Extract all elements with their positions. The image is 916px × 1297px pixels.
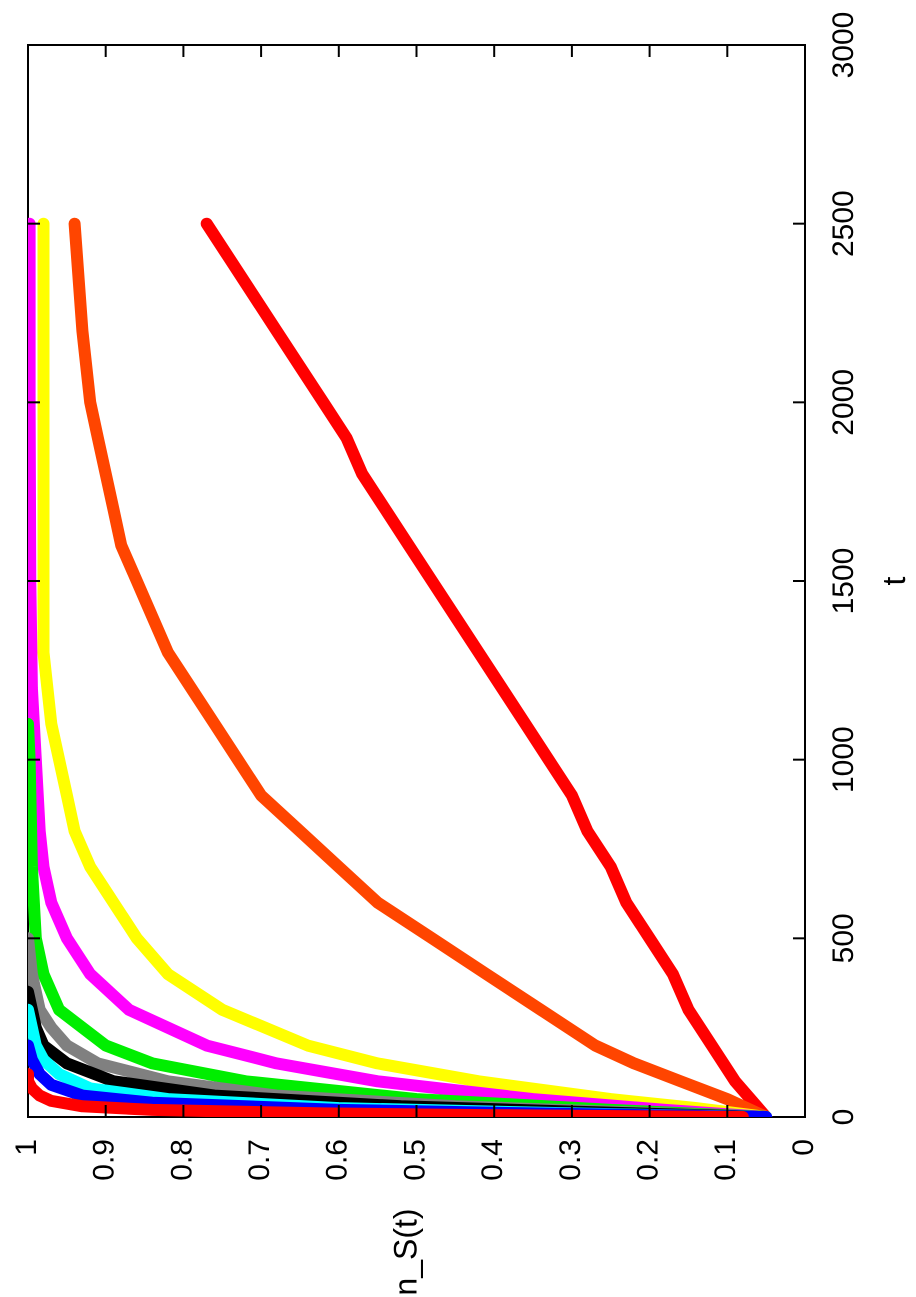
y-tick-label: 0.7 bbox=[243, 1139, 276, 1181]
x-axis-label: t bbox=[876, 576, 912, 585]
y-tick-label: 0.9 bbox=[88, 1139, 121, 1181]
x-axis: 0 500 1000 1500 2000 2500 3000 bbox=[28, 12, 860, 1126]
x-tick-label: 1000 bbox=[827, 726, 860, 793]
y-tick-label: 0.4 bbox=[476, 1139, 509, 1181]
x-tick-label: 0 bbox=[827, 1109, 860, 1126]
y-tick-label: 0.5 bbox=[398, 1139, 431, 1181]
y-axis-label: n_S(t) bbox=[388, 1208, 424, 1295]
series-layer bbox=[28, 217, 773, 1117]
series-line-4 bbox=[28, 217, 773, 1117]
series-line-1 bbox=[200, 217, 773, 1117]
series-line-2 bbox=[68, 217, 773, 1117]
y-tick-label: 0.2 bbox=[632, 1139, 665, 1181]
series-line-10 bbox=[28, 1068, 749, 1117]
x-tick-label: 2000 bbox=[827, 369, 860, 436]
x-tick-label: 1500 bbox=[827, 548, 860, 615]
y-axis: 0 0.1 0.2 0.3 0.4 0.5 0.6 0.7 0.8 0.9 1 bbox=[10, 45, 820, 1181]
y-tick-label: 0.3 bbox=[554, 1139, 587, 1181]
series-line-3 bbox=[37, 217, 773, 1117]
y-tick-label: 0.1 bbox=[709, 1139, 742, 1181]
x-tick-label: 3000 bbox=[827, 12, 860, 79]
x-tick-label: 500 bbox=[827, 913, 860, 963]
y-tick-label: 0.6 bbox=[321, 1139, 354, 1181]
y-tick-label: 0.8 bbox=[165, 1139, 198, 1181]
y-tick-label: 1 bbox=[10, 1139, 43, 1156]
plot-area bbox=[27, 44, 806, 1118]
y-tick-label: 0 bbox=[787, 1139, 820, 1156]
x-tick-label: 2500 bbox=[827, 190, 860, 257]
